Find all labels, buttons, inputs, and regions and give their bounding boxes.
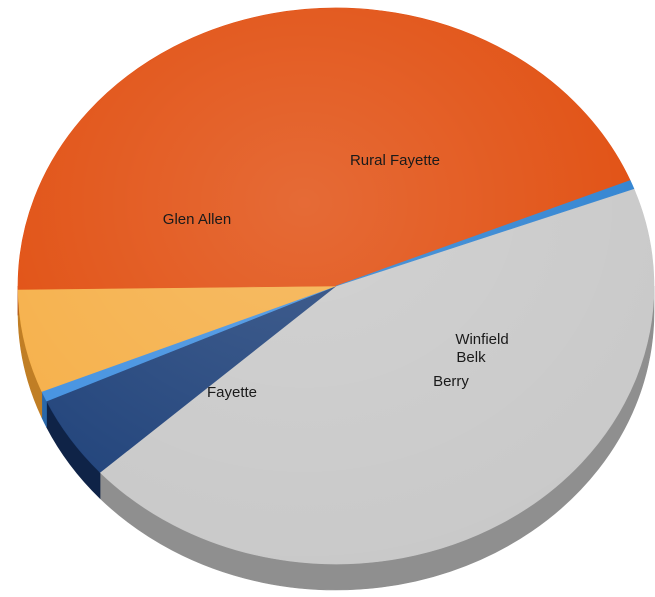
slice-label-rural-fayette: Rural Fayette — [350, 152, 440, 169]
slice-label-glen-allen: Glen Allen — [163, 211, 231, 228]
slice-label-belk: Belk — [456, 349, 486, 366]
slice-label-winfield: Winfield — [455, 331, 508, 348]
slice-label-berry: Berry — [433, 373, 469, 390]
slice-label-fayette: Fayette — [207, 384, 257, 401]
